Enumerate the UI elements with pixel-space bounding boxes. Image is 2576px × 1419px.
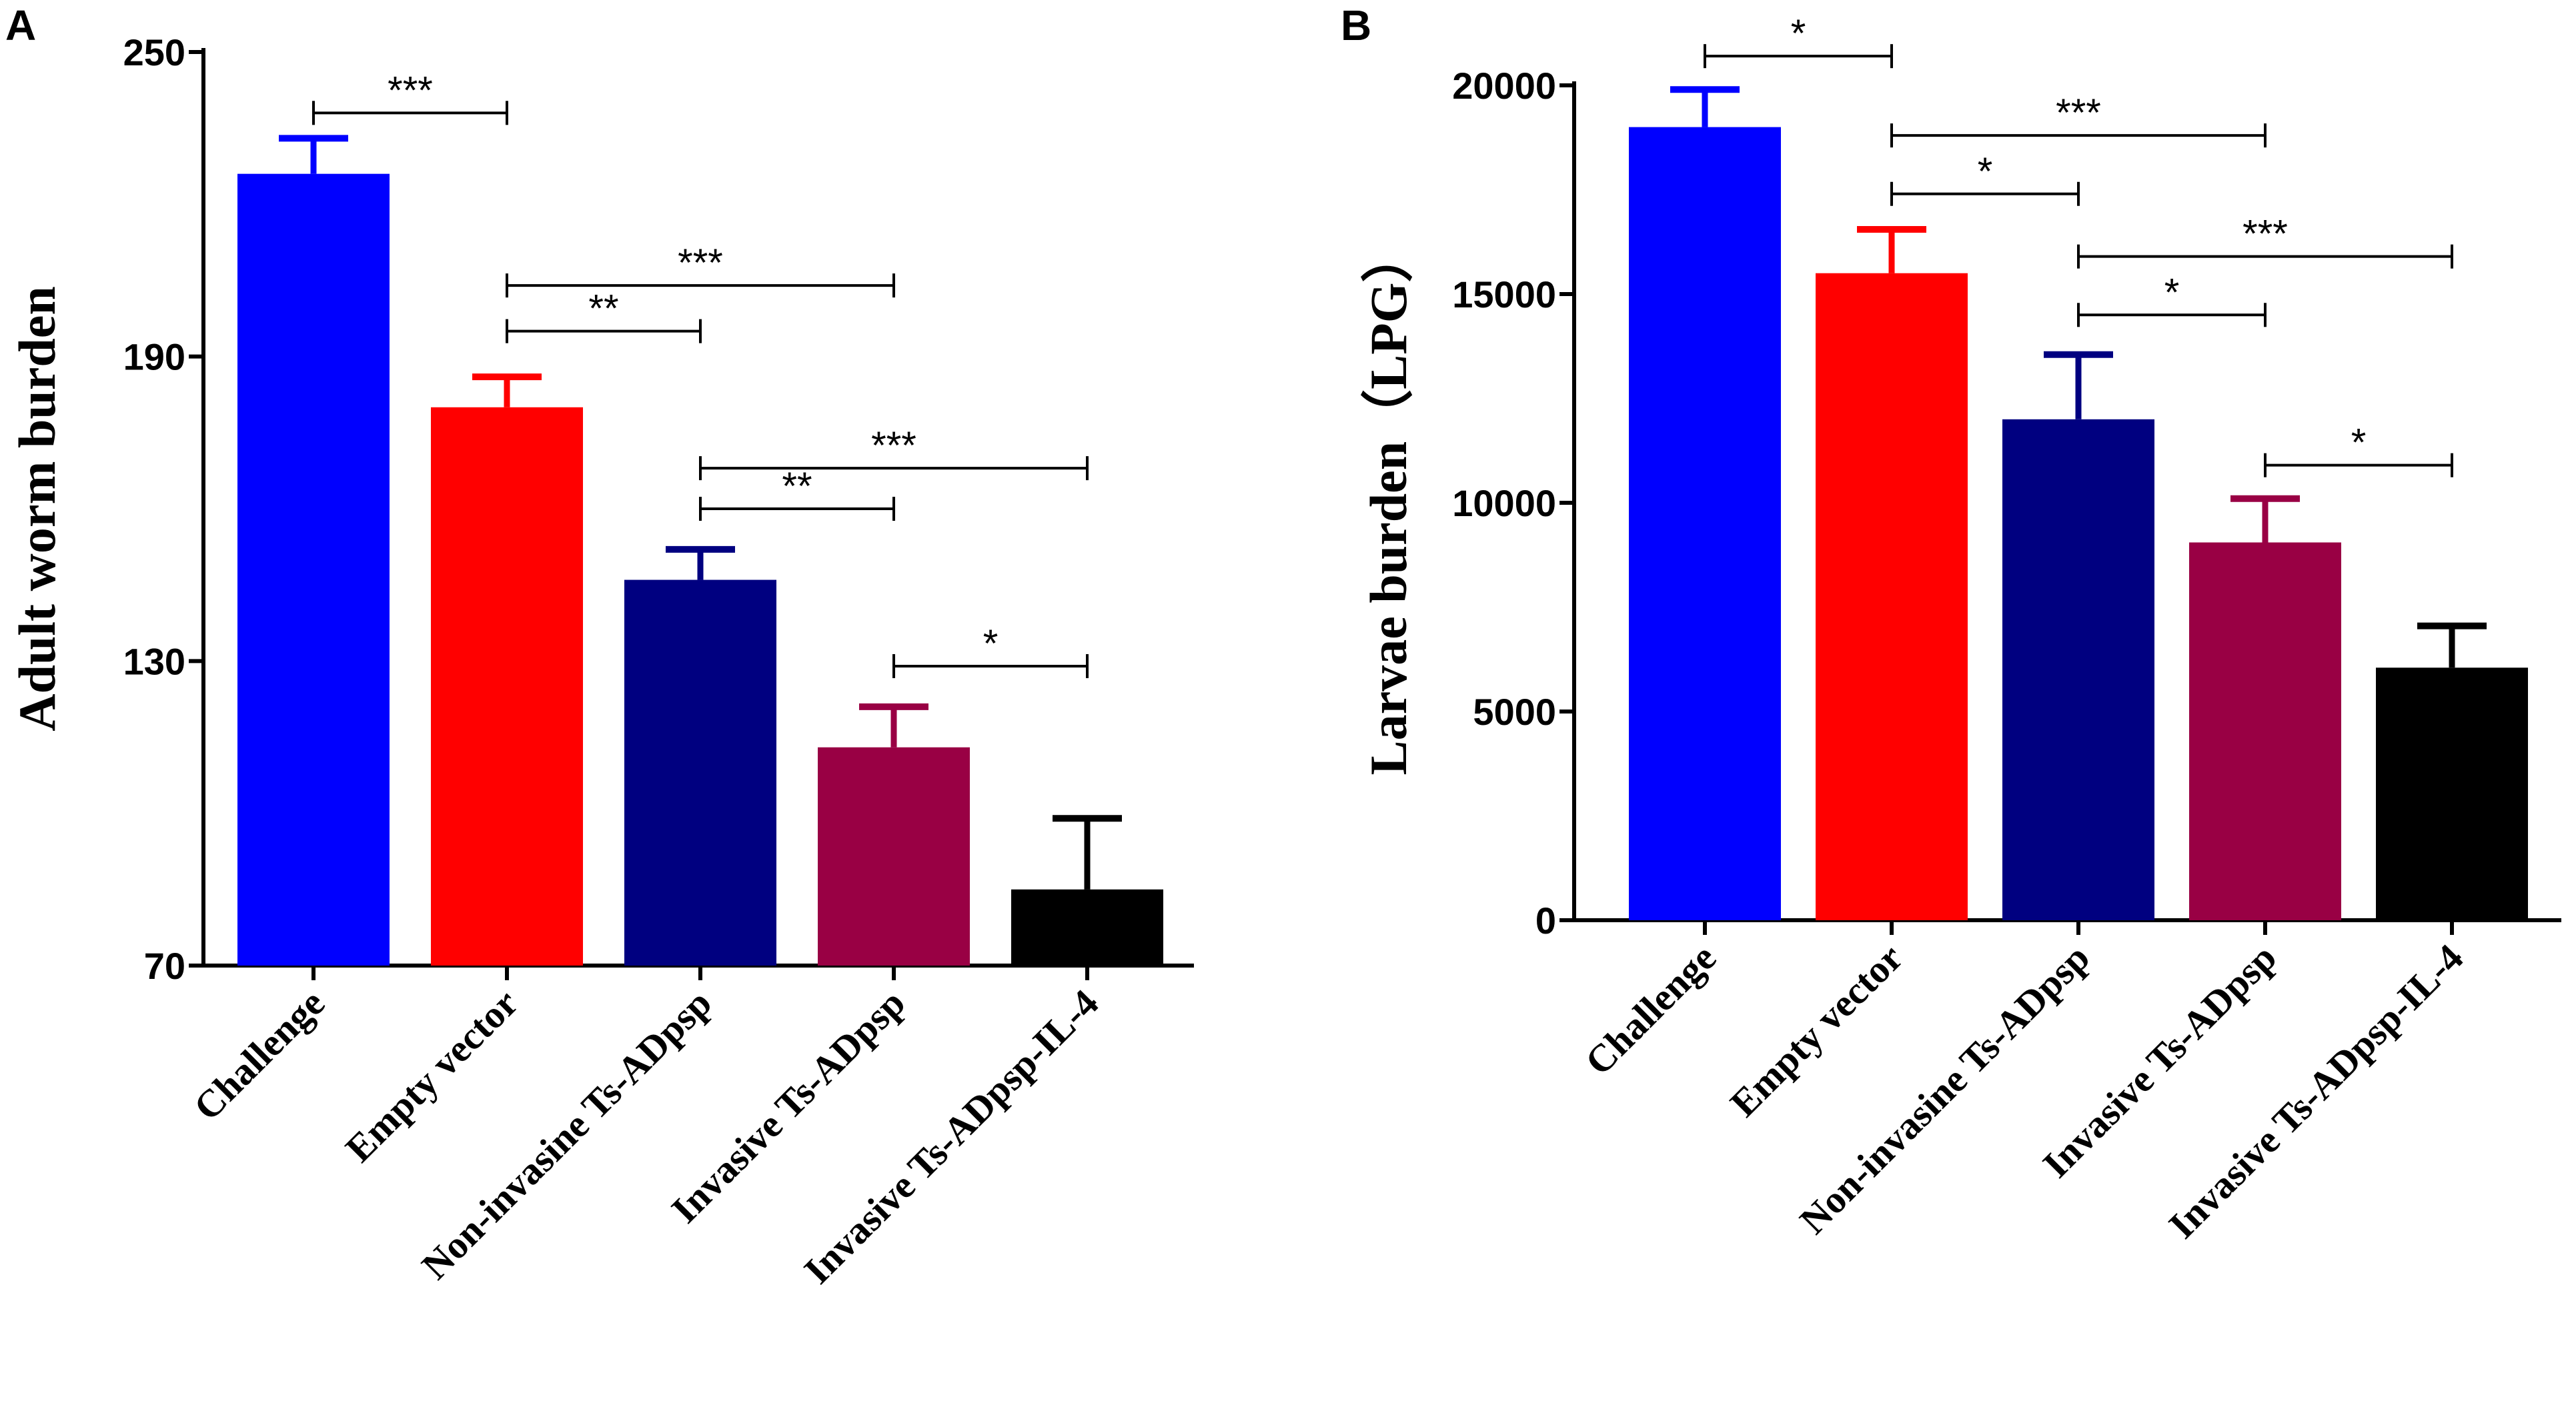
significance-label: ***: [2056, 91, 2101, 135]
bar-5: [2376, 667, 2528, 920]
bar-2: [431, 407, 583, 966]
category-label-2: Empty vector: [1722, 936, 1911, 1125]
bar-1: [1629, 127, 1781, 921]
y-tick-label: 0: [1535, 900, 1556, 942]
panel-label-a: A: [5, 1, 36, 49]
bar-1: [237, 173, 390, 966]
significance-label: *: [1978, 150, 1993, 193]
significance-label: ***: [2242, 213, 2288, 256]
significance-label: ***: [871, 424, 916, 467]
y-axis-title: Adult worm burden: [8, 286, 66, 731]
category-label-1: Challenge: [1577, 936, 1724, 1083]
chart-b: 0 5000 10000 15000 20000 Larvae burden（LPG） Ch…: [1359, 12, 2561, 1247]
y-tick-label: 10000: [1452, 482, 1556, 524]
significance-label: ***: [678, 241, 723, 285]
significance-label: *: [2164, 271, 2180, 314]
y-tick-label: 5000: [1473, 691, 1556, 733]
significance-label: ***: [388, 69, 433, 112]
y-tick-label: 20000: [1452, 65, 1556, 107]
category-label-2: Empty vector: [337, 981, 526, 1170]
significance-label: *: [1791, 12, 1806, 55]
y-tick-label: 70: [144, 945, 185, 987]
bar-3: [624, 579, 776, 966]
significance-label: *: [2351, 421, 2367, 465]
bar-4: [2189, 542, 2341, 920]
significance-label: **: [782, 465, 812, 508]
y-tick-label: 190: [123, 336, 185, 378]
category-label-1: Challenge: [185, 981, 333, 1128]
y-tick-label: 130: [123, 640, 185, 682]
bar-5: [1011, 889, 1163, 966]
significance-label: *: [983, 622, 999, 665]
significance-label: **: [588, 287, 618, 331]
bar-2: [1816, 273, 1968, 920]
y-tick-label: 15000: [1452, 273, 1556, 315]
y-tick-label: 250: [123, 31, 185, 73]
bar-4: [818, 747, 970, 966]
y-axis-title: Larvae burden（LPG）: [1359, 231, 1417, 776]
bar-3: [2002, 419, 2154, 920]
chart-a: 70 130 190 250 Adult worm burden Challenge Emp…: [8, 31, 1194, 1292]
panel-label-b: B: [1341, 1, 1371, 49]
